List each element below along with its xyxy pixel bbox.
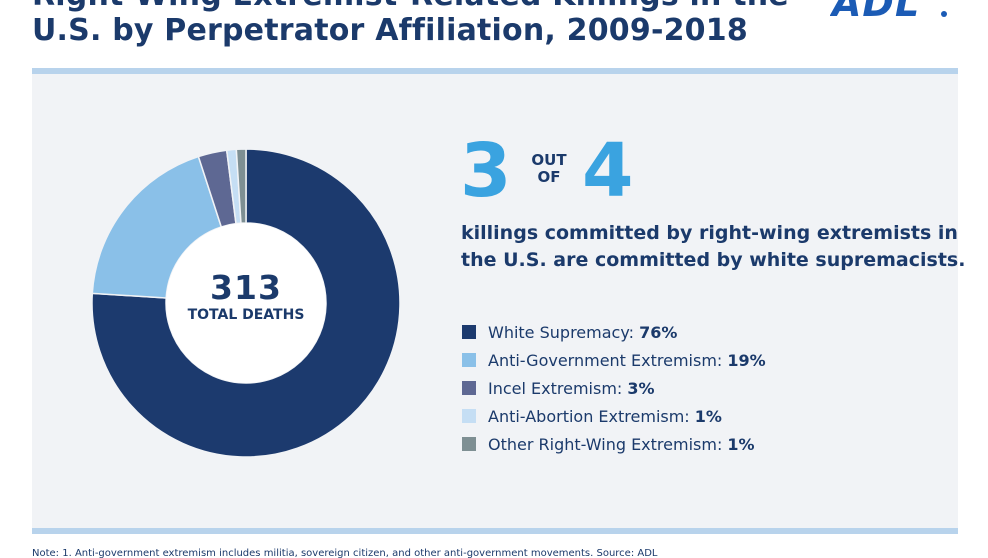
- of-word: OF: [537, 168, 561, 186]
- legend-label: Anti-Abortion Extremism:: [488, 407, 695, 426]
- legend-item-anti-abortion-extremism: Anti-Abortion Extremism: 1%: [462, 405, 842, 433]
- statement-line-2: the U.S. are committed by white supremac…: [461, 249, 966, 271]
- total-deaths-value: 313: [210, 268, 282, 307]
- legend-label: Other Right-Wing Extremism:: [488, 435, 728, 454]
- legend-swatch: [462, 380, 476, 395]
- out-word: OUT: [531, 151, 567, 169]
- bottom-divider: [32, 528, 958, 534]
- adl-logo-text: ADL: [830, 0, 920, 24]
- legend-swatch: [462, 436, 476, 451]
- legend-value: 1%: [694, 407, 722, 426]
- page-title-line-2: U.S. by Perpetrator Affiliation, 2009-20…: [32, 13, 748, 48]
- total-deaths-label: TOTAL DEATHS: [187, 307, 305, 323]
- legend-value: 3%: [627, 379, 655, 398]
- legend-label: White Supremacy:: [488, 323, 640, 342]
- footnote: Note: 1. Anti-government extremism inclu…: [32, 548, 658, 558]
- top-divider: [32, 68, 958, 74]
- summary-statement: killings committed by right-wing extremi…: [461, 220, 966, 274]
- donut-hole: [166, 223, 326, 383]
- donut-chart: [91, 148, 401, 458]
- legend-swatch: [462, 352, 476, 367]
- page-title-line-1: Right-Wing Extremist-Related Killings in…: [32, 0, 789, 13]
- chart-legend: White Supremacy: 76% Anti-Government Extr…: [462, 321, 842, 461]
- out-of-label: OUT OF: [529, 152, 569, 186]
- donut-center-label: 313 TOTAL DEATHS: [168, 270, 324, 324]
- legend-item-incel-extremism: Incel Extremism: 3%: [462, 377, 842, 405]
- legend-item-other-right-wing-extremism: Other Right-Wing Extremism: 1%: [462, 433, 842, 461]
- big-numerator: 3: [460, 128, 512, 214]
- legend-value: 76%: [639, 323, 678, 342]
- big-denominator: 4: [582, 128, 634, 214]
- adl-logo: ADL: [830, 0, 947, 24]
- legend-value: 1%: [727, 435, 755, 454]
- legend-item-white-supremacy: White Supremacy: 76%: [462, 321, 842, 349]
- legend-value: 19%: [727, 351, 766, 370]
- legend-item-anti-government-extremism: Anti-Government Extremism: 19%: [462, 349, 842, 377]
- legend-swatch: [462, 408, 476, 423]
- statement-line-1: killings committed by right-wing extremi…: [461, 222, 958, 244]
- legend-label: Incel Extremism:: [488, 379, 628, 398]
- legend-label: Anti-Government Extremism:: [488, 351, 728, 370]
- legend-swatch: [462, 324, 476, 339]
